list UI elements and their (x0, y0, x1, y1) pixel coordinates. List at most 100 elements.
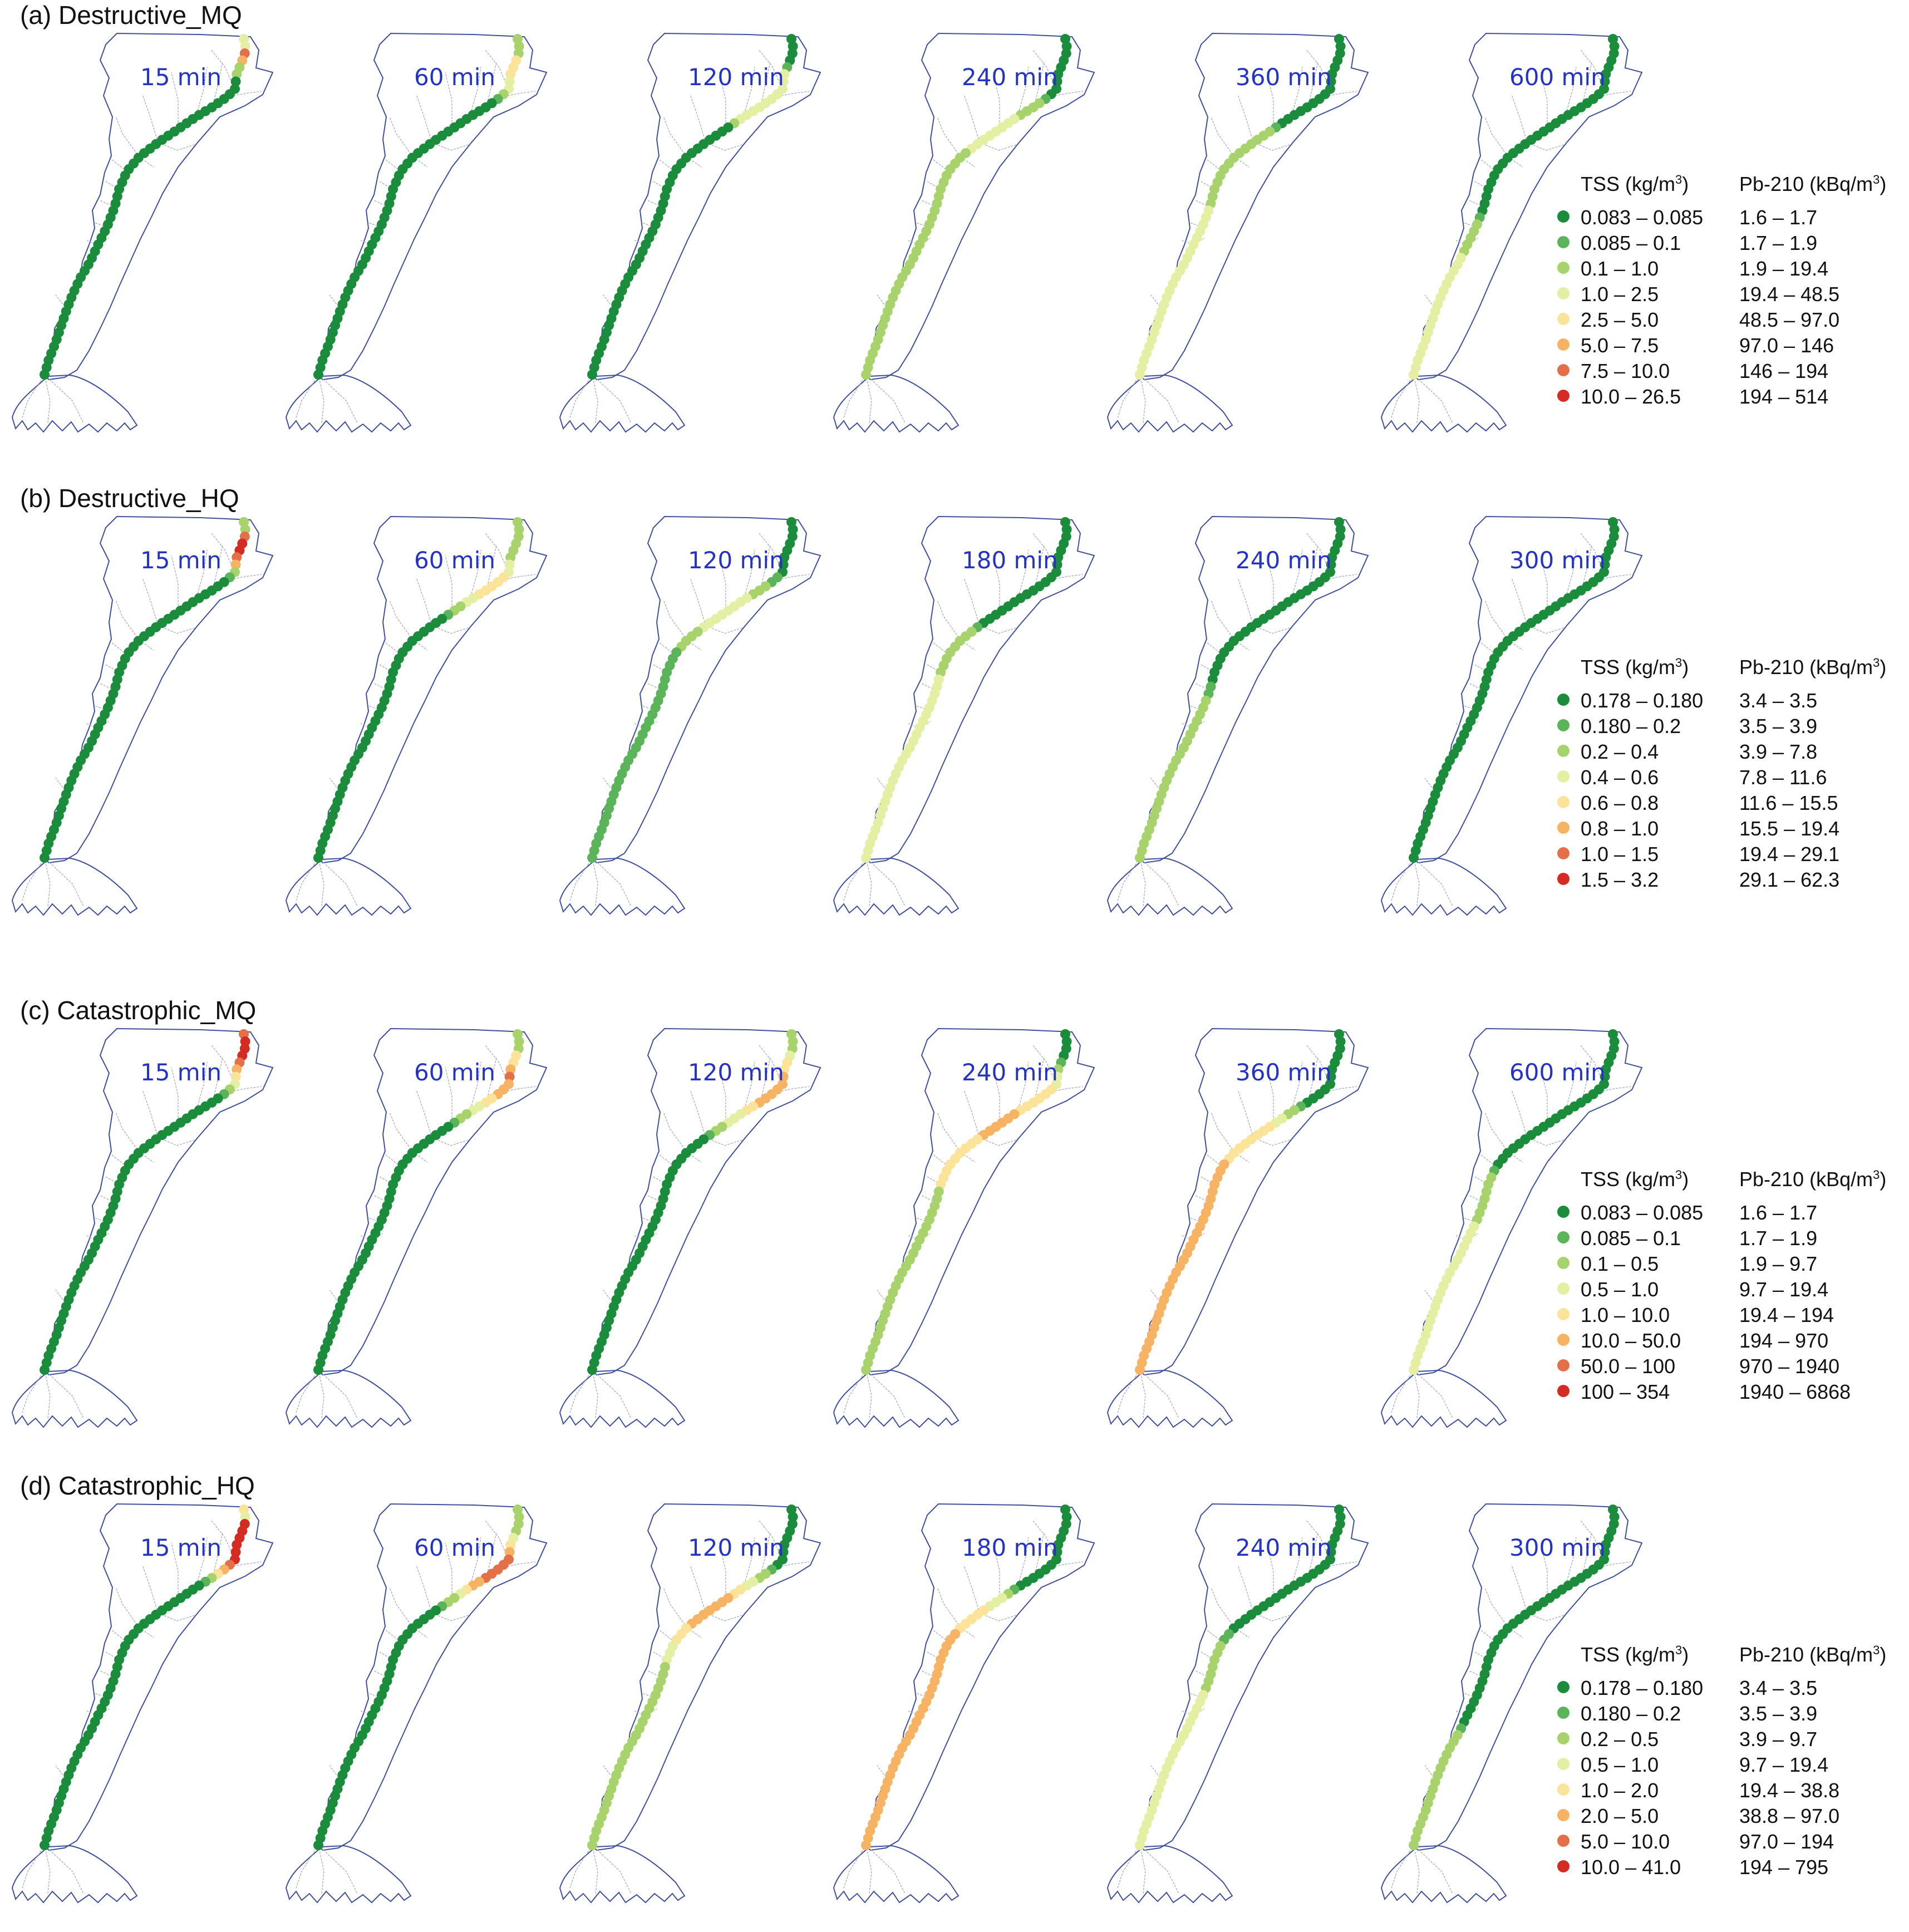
river-segment-dot (1135, 1840, 1145, 1850)
legend-pb-range: 19.4 – 38.8 (1739, 1779, 1840, 1802)
fan-outline (11, 1845, 138, 1904)
tributary-stream (1200, 664, 1215, 673)
river-segment-dot (514, 1512, 524, 1522)
tributary-stream (1234, 156, 1249, 168)
tributary-stream (1139, 1369, 1146, 1419)
legend-pb-header-text: Pb-210 (kBq/m (1739, 656, 1873, 679)
time-label: 120 min (688, 1059, 784, 1086)
legend-tss-range: 5.0 – 10.0 (1581, 1830, 1670, 1853)
legend: TSS (kg/m3) Pb-210 (kBq/m3) 0.178 – 0.180 3… (1547, 1643, 1903, 1880)
legend-swatch (1557, 1334, 1569, 1346)
tributary-stream (389, 1112, 414, 1153)
tributary-stream (865, 1845, 906, 1894)
legend-swatch (1557, 1809, 1569, 1821)
tributary-stream (647, 683, 663, 691)
legend-swatch (1557, 1783, 1569, 1796)
tributary-stream (743, 1061, 755, 1113)
legend-row: 0.2 – 0.4 3.9 – 7.8 (1547, 739, 1903, 765)
tributary-stream (158, 625, 195, 634)
legend-tss-range: 2.5 – 5.0 (1581, 308, 1659, 331)
legend-tss-header-text: TSS (kg/m (1581, 656, 1676, 679)
legend-pb-range: 3.5 – 3.9 (1739, 1702, 1818, 1725)
river-segment-dot (1053, 69, 1064, 80)
time-label: 120 min (688, 63, 784, 91)
tributary-stream (1469, 1195, 1484, 1203)
tributary-stream (1540, 1067, 1548, 1124)
time-label: 240 min (1236, 1534, 1332, 1561)
legend-pb-range: 1.6 – 1.7 (1739, 206, 1818, 229)
tributary-stream (1117, 1369, 1140, 1413)
legend-pb-range: 3.4 – 3.5 (1739, 689, 1818, 712)
catchment-map-svg (559, 1028, 821, 1428)
tributary-stream (44, 1369, 84, 1419)
tributary-stream (927, 1176, 941, 1185)
catchment-outline (1136, 515, 1369, 864)
tributary-stream (592, 1369, 598, 1419)
time-label: 360 min (1236, 1059, 1332, 1086)
time-label: 240 min (962, 1059, 1058, 1086)
river-segment-dot (504, 559, 515, 570)
river-segment-dot (230, 559, 241, 570)
tributary-stream (212, 1056, 223, 1103)
fan-outline (285, 1845, 412, 1904)
legend-tss-range: 0.5 – 1.0 (1581, 1278, 1659, 1301)
catchment-map-svg (11, 32, 274, 433)
tributary-stream (1291, 549, 1303, 601)
legend-pb-range: 1.6 – 1.7 (1739, 1201, 1818, 1224)
legend-row: 0.6 – 0.8 11.6 – 15.5 (1547, 790, 1903, 816)
tributary-stream (1017, 66, 1029, 117)
tributary-stream (1424, 1765, 1436, 1781)
tributary-stream (212, 1531, 223, 1578)
catchment-map-svg (285, 515, 548, 916)
tributary-stream (719, 555, 726, 612)
tributary-stream (389, 1587, 414, 1628)
river-segment-dot (1061, 1512, 1072, 1522)
tributary-stream (663, 599, 687, 641)
tributary-stream (690, 94, 706, 143)
tributary-stream (690, 577, 706, 626)
legend-pb-header-text: Pb-210 (kBq/m (1739, 173, 1873, 195)
legend-tss-range: 1.0 – 10.0 (1581, 1304, 1670, 1326)
legend-swatch (1557, 1732, 1569, 1744)
legend-swatch (1557, 1282, 1569, 1295)
catchment-map-svg (1106, 32, 1369, 433)
unit-superscript: 3 (1873, 1643, 1880, 1657)
tributary-stream (592, 1845, 598, 1894)
legend-tss-range: 1.0 – 2.0 (1581, 1779, 1659, 1802)
fan-outline (1380, 857, 1507, 916)
legend-row: 5.0 – 10.0 97.0 – 194 (1547, 1829, 1903, 1855)
legend-row: 0.1 – 0.5 1.9 – 9.7 (1547, 1251, 1903, 1277)
tributary-stream (1237, 1089, 1254, 1138)
legend-swatch (1557, 1860, 1569, 1872)
tributary-stream (1195, 683, 1211, 691)
legend-row: 1.0 – 2.0 19.4 – 38.8 (1547, 1778, 1903, 1803)
catchment-outline (863, 32, 1095, 381)
tributary-stream (1139, 374, 1179, 424)
tributary-stream (1484, 1112, 1509, 1153)
catchment-map-svg (11, 1503, 274, 1904)
time-label: 600 min (1509, 1059, 1606, 1086)
time-step-map: 15 min (11, 515, 274, 917)
tributary-stream (1484, 1587, 1509, 1628)
tributary-stream (774, 574, 810, 581)
tributary-stream (686, 156, 702, 168)
time-step-map: 180 min (833, 515, 1095, 917)
tributary-stream (227, 1086, 262, 1093)
tributary-stream (963, 1565, 980, 1614)
time-label: 120 min (688, 1534, 784, 1561)
tributary-stream (1391, 374, 1414, 418)
tributary-stream (379, 1176, 393, 1185)
tributary-stream (115, 599, 140, 641)
time-step-map: 60 min (285, 1028, 548, 1429)
river-segment-dot (788, 41, 798, 52)
tributary-stream (1237, 1565, 1254, 1614)
time-label: 300 min (1509, 1534, 1606, 1561)
tributary-stream (142, 577, 159, 626)
legend-pb-range: 1.7 – 1.9 (1739, 1227, 1818, 1250)
tributary-stream (937, 1112, 961, 1153)
tributary-stream (603, 778, 615, 793)
legend-swatch (1557, 719, 1569, 731)
time-step-map: 300 min (1380, 515, 1643, 917)
river-segment-dot (778, 1071, 789, 1082)
tributary-stream (663, 1587, 687, 1628)
